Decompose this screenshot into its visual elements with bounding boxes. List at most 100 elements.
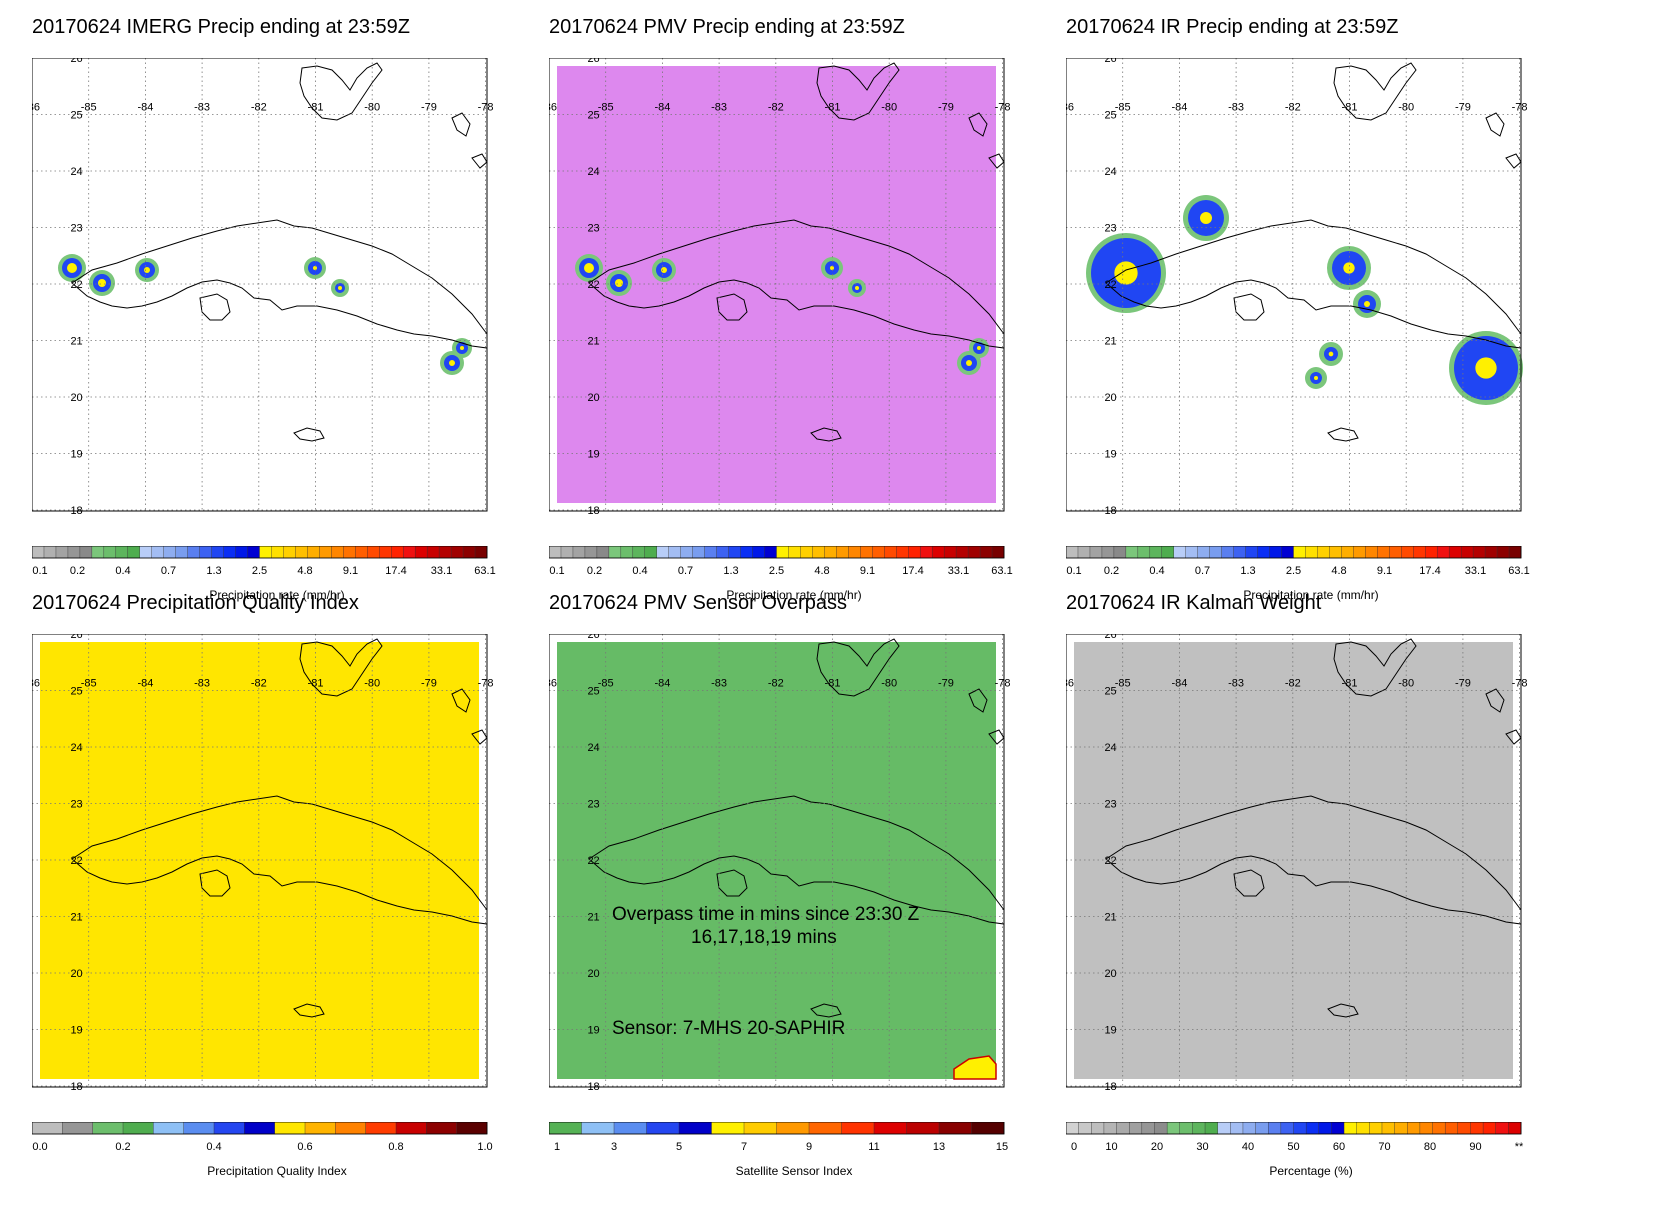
colorbar-swatch	[1482, 1122, 1497, 1135]
colorbar-sensor-index: 1 3 5 7 9 11 13 15	[549, 1122, 1008, 1153]
lat-label: 21	[1104, 336, 1116, 348]
colorbar-frame	[1066, 546, 1522, 559]
coastline	[1327, 1003, 1359, 1018]
colorbar-tick-label: 33.1	[1465, 565, 1486, 577]
colorbar-swatch	[1318, 1122, 1332, 1135]
lat-label: 26	[1104, 58, 1116, 65]
colorbar-swatch	[549, 1122, 582, 1135]
colorbar-swatch	[938, 1122, 972, 1135]
colorbar-title: Precipitation Quality Index	[207, 1164, 347, 1178]
colorbar-tick-label: 1.3	[206, 565, 221, 577]
colorbar-swatch	[646, 1122, 680, 1135]
colorbar-swatch	[752, 546, 766, 559]
colorbar-tick-label: 0.8	[388, 1141, 403, 1153]
lon-label: -86	[32, 678, 40, 690]
colorbar-swatch	[1425, 546, 1438, 559]
lon-label: -80	[881, 102, 897, 114]
lon-label: -78	[995, 678, 1011, 690]
lat-label: 24	[1104, 166, 1116, 178]
colorbar-swatch	[1496, 546, 1510, 559]
coastline	[816, 62, 900, 121]
lon-label: -86	[549, 102, 557, 114]
lat-label: 25	[587, 686, 599, 698]
lat-label: 25	[587, 110, 599, 122]
lon-label: -82	[768, 102, 784, 114]
colorbar-swatch	[1066, 1122, 1080, 1135]
colorbar-tick-label: 0.6	[297, 1141, 312, 1153]
lon-label: -83	[1228, 678, 1244, 690]
map-kalman-weight: -86 -85 -84 -83 -82 -81 -80 -79 -78 26 25 24 23 22 21 2…	[1066, 634, 1528, 1093]
colorbar-swatch	[848, 546, 861, 559]
colorbar-swatch	[1089, 546, 1103, 559]
lat-label: 24	[587, 742, 599, 754]
map-ir-precip: -86 -85 -84 -83 -82 -81 -80 -79 -78 26 25 24 23 22 21 2…	[1066, 58, 1528, 517]
colorbar-swatch	[1495, 1122, 1509, 1135]
lat-label: 20	[587, 968, 599, 980]
lon-label: -79	[1455, 102, 1471, 114]
lon-label: -80	[881, 678, 897, 690]
colorbar-swatch	[213, 1122, 245, 1135]
panel-kalman-weight: 20170624 IR Kalman Weight -86-85-84-83-8…	[1066, 592, 1586, 1182]
colorbar-swatch	[1448, 546, 1462, 559]
coastline	[716, 293, 748, 321]
colorbar-swatch	[704, 546, 718, 559]
colorbar-tick-label: 0.4	[206, 1141, 221, 1153]
colorbar-title: Precipitation rate (mm/hr)	[209, 588, 345, 602]
colorbar-swatch	[91, 546, 105, 559]
colorbar-swatch	[632, 546, 646, 559]
colorbar-swatch	[800, 546, 813, 559]
colorbar-tick-label: 0	[1071, 1141, 1077, 1153]
colorbar-tick-label: 17.4	[1419, 565, 1440, 577]
colorbar-tick-label: 9.1	[343, 565, 358, 577]
colorbar-swatch	[391, 546, 404, 559]
colorbar-swatch	[808, 1122, 842, 1135]
lat-label: 19	[70, 449, 82, 461]
lat-label: 26	[70, 634, 82, 641]
lat-label: 22	[70, 855, 82, 867]
colorbar-swatch	[175, 546, 189, 559]
lat-label: 24	[70, 742, 82, 754]
coastline	[588, 795, 1005, 925]
colorbar-swatch	[199, 546, 213, 559]
colorbar-title: Satellite Sensor Index	[735, 1164, 853, 1178]
map-frame	[32, 58, 488, 512]
colorbar-swatch	[355, 546, 368, 559]
colorbar-swatch	[824, 546, 837, 559]
precip-peak	[98, 279, 106, 287]
colorbar-swatch	[596, 546, 610, 559]
colorbar-swatch	[1192, 1122, 1206, 1135]
colorbar-swatch	[1242, 1122, 1257, 1135]
coastline	[1233, 293, 1265, 321]
lon-label: -82	[1285, 102, 1301, 114]
coastline	[1485, 112, 1522, 169]
colorbar-swatch	[438, 546, 452, 559]
colorbar-swatch	[271, 546, 284, 559]
colorbar-tick-label: 33.1	[948, 565, 969, 577]
colorbar-swatch	[244, 1122, 276, 1135]
colorbar-swatch	[1161, 546, 1175, 559]
precip-peak	[144, 267, 150, 273]
colorbar-swatch	[456, 1122, 488, 1135]
colorbar-swatch	[283, 546, 296, 559]
colorbar-swatch	[1341, 546, 1354, 559]
colorbar-swatch	[1329, 546, 1342, 559]
colorbar-swatch	[884, 546, 897, 559]
precip-peak	[449, 360, 455, 366]
colorbar-percentage: 0 10 20 30 40 50 60 70 80 90 **	[1066, 1122, 1524, 1153]
sensor-patch	[953, 1055, 997, 1080]
colorbar-swatch	[1173, 546, 1187, 559]
colorbar-swatch	[62, 1122, 94, 1135]
lon-label: -84	[137, 102, 153, 114]
colorbar-tick-label: 0.1	[1066, 565, 1081, 577]
colorbar-title: Percentage (%)	[1269, 1164, 1353, 1178]
colorbar-swatch	[1508, 1122, 1522, 1135]
precip-peak	[460, 346, 464, 350]
colorbar-tick-label: 9.1	[1377, 565, 1392, 577]
background-field	[557, 642, 996, 1079]
lon-label: -82	[1285, 678, 1301, 690]
lon-label: -86	[1066, 678, 1074, 690]
colorbar-swatch	[414, 546, 428, 559]
colorbar-tick-label: 13	[933, 1141, 945, 1153]
coastline	[299, 638, 383, 697]
precip-peak	[661, 267, 667, 273]
